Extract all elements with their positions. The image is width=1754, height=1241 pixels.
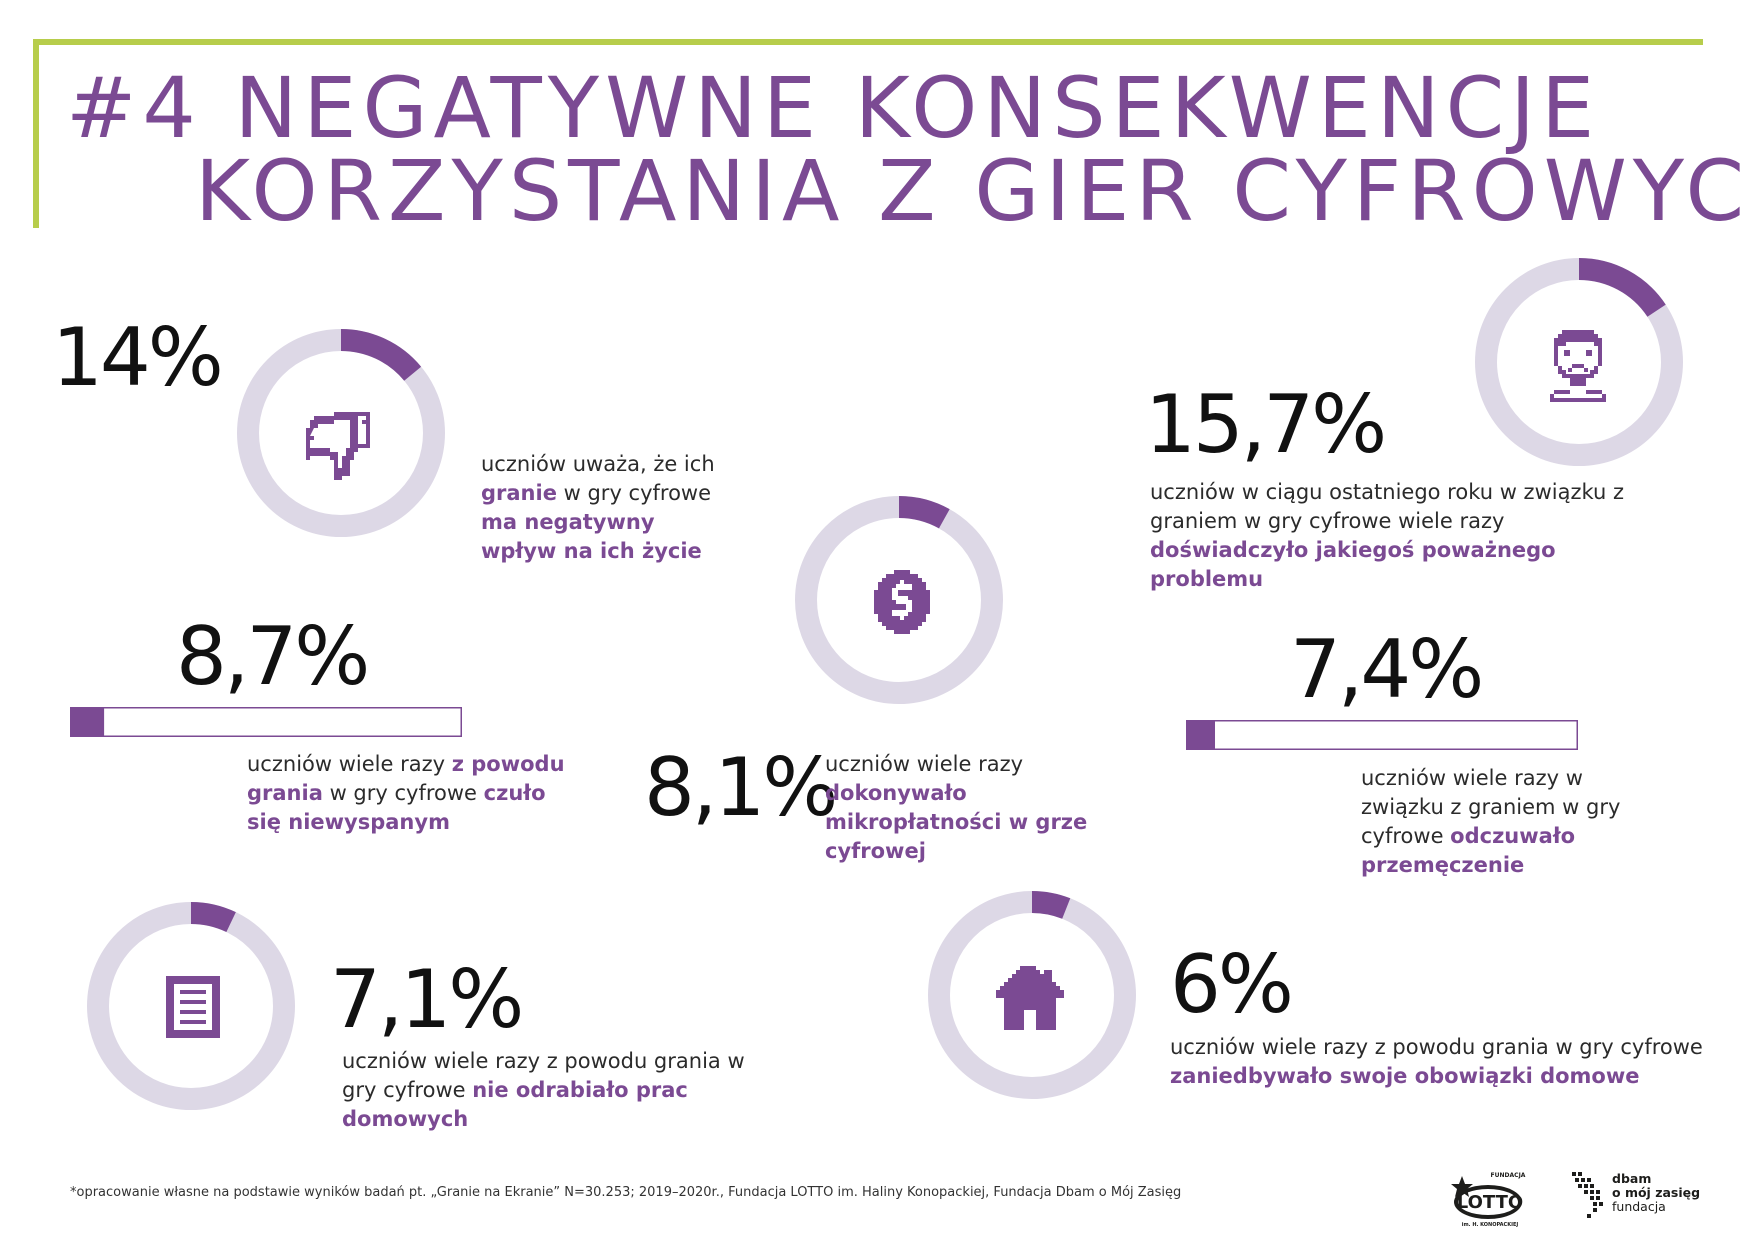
bar-track — [1186, 720, 1578, 750]
dollar-coin-icon — [874, 570, 930, 634]
bar-fatigue — [1186, 720, 1578, 750]
pct-fatigue: 7,4% — [1290, 623, 1484, 716]
desc-highlight: dokonywało mikropłatności w grze cyfrowe… — [825, 781, 1088, 863]
desc-serious-problem: uczniów w ciągu ostatniego roku w związk… — [1150, 478, 1650, 594]
donut-homework — [87, 902, 295, 1110]
desc-negative-impact: uczniów uważa, że ich granie w gry cyfro… — [481, 450, 731, 566]
desc-highlight: zaniedbywało swoje obowiązki domowe — [1170, 1064, 1640, 1088]
donut-value-arc — [190, 902, 236, 933]
svg-text:im. H. KONOPACKIEJ: im. H. KONOPACKIEJ — [1462, 1222, 1519, 1228]
desc-highlight: doświadczyło jakiegoś poważnego problemu — [1150, 538, 1556, 591]
pct-negative-impact: 14% — [52, 311, 224, 404]
lotto-logo: LOTTO FUNDACJA im. H. KONOPACKIEJ — [1451, 1172, 1526, 1228]
donut-value-arc — [898, 496, 950, 529]
donut-value-arc — [1578, 258, 1666, 318]
desc-highlight: granie — [481, 481, 557, 505]
pct-home-duties: 6% — [1170, 938, 1294, 1031]
desc-text: uczniów wiele razy w związku z graniem w… — [1361, 766, 1621, 848]
pct-serious-problem: 15,7% — [1145, 378, 1387, 471]
desc-sleepy: uczniów wiele razy z powodu grania w gry… — [247, 750, 577, 837]
desc-fatigue: uczniów wiele razy w związku z graniem w… — [1361, 764, 1661, 880]
dbam-logo-text: dbam o mój zasięg fundacja — [1612, 1171, 1701, 1214]
pct-homework: 7,1% — [330, 953, 524, 1046]
desc-text: uczniów wiele razy — [825, 752, 1024, 776]
svg-text:LOTTO: LOTTO — [1457, 1192, 1523, 1213]
donut-value-arc — [340, 329, 422, 382]
desc-homework: uczniów wiele razy z powodu grania w gry… — [342, 1047, 782, 1134]
sad-face-icon — [1550, 330, 1606, 402]
donut-track — [87, 902, 295, 1110]
frame-left-line — [33, 39, 39, 228]
desc-highlight: ma negatywny wpływ na ich życie — [481, 510, 702, 563]
desc-text: uczniów w ciągu ostatniego roku w związk… — [1150, 480, 1624, 533]
desc-home-duties: uczniów wiele razy z powodu grania w gry… — [1170, 1033, 1710, 1091]
bar-track — [70, 707, 462, 737]
desc-text: uczniów wiele razy — [247, 752, 452, 776]
desc-highlight: nie odrabiało prac domowych — [342, 1078, 688, 1131]
donut-negative-impact — [237, 329, 445, 537]
svg-text:FUNDACJA: FUNDACJA — [1491, 1172, 1526, 1179]
desc-text: w gry cyfrowe — [556, 481, 712, 505]
page-title-line2: KORZYSTANIA Z GIER CYFROWYCH — [195, 142, 1754, 240]
house-icon — [996, 966, 1064, 1030]
donut-value-arc — [1031, 891, 1071, 919]
pct-micropayments: 8,1% — [644, 741, 838, 834]
desc-micropayments: uczniów wiele razy dokonywało mikropłatn… — [825, 750, 1125, 866]
dbam-logo-mark — [1572, 1172, 1603, 1218]
bar-fill — [70, 707, 105, 737]
pct-sleepy: 8,7% — [176, 610, 370, 703]
desc-highlight: z powodu grania — [247, 752, 565, 805]
footnote: *opracowanie własne na podstawie wyników… — [70, 1185, 1182, 1200]
donut-home-duties — [928, 891, 1136, 1099]
desc-highlight: odczuwało przemęczenie — [1361, 824, 1576, 877]
bar-sleepy — [70, 707, 462, 737]
donut-serious-problem — [1475, 258, 1683, 466]
desc-text: uczniów wiele razy z powodu grania w gry… — [1170, 1035, 1703, 1059]
desc-text: uczniów wiele razy z powodu grania w gry… — [342, 1049, 745, 1102]
donut-micropayments — [795, 496, 1003, 704]
page-title-line1: #4 NEGATYWNE KONSEKWENCJE — [66, 59, 1601, 157]
document-icon — [166, 976, 220, 1038]
desc-text: w gry cyfrowe — [322, 781, 484, 805]
thumbs-down-icon — [306, 412, 370, 480]
desc-text: uczniów uważa, że ich — [481, 452, 715, 476]
desc-highlight: czuło się niewyspanym — [247, 781, 546, 834]
bar-fill — [1186, 720, 1216, 750]
frame-top-line — [33, 39, 1703, 45]
